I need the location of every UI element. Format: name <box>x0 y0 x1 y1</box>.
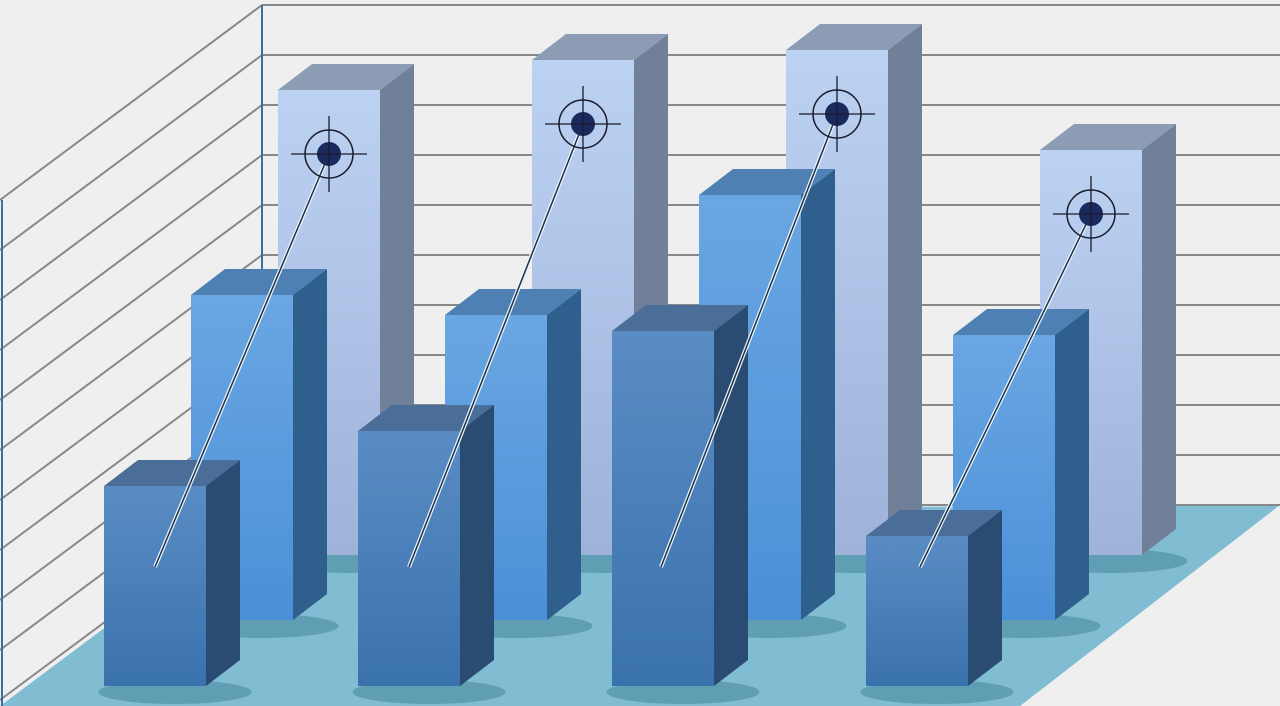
bar <box>612 331 714 686</box>
gridline-side <box>0 4 263 201</box>
bar-top <box>532 34 668 60</box>
bar-top <box>699 169 835 195</box>
bar-top <box>612 305 748 331</box>
leader-line <box>919 213 1092 568</box>
leader-line <box>408 123 584 568</box>
bar <box>358 431 460 686</box>
bar-side <box>293 269 327 620</box>
bar-side <box>206 460 240 686</box>
gridline-side <box>0 154 263 351</box>
bar <box>104 486 206 686</box>
bar-side <box>714 305 748 686</box>
bar-side <box>968 510 1002 686</box>
gridline-side <box>0 104 263 301</box>
target-marker-icon <box>1053 176 1129 252</box>
target-marker-icon <box>799 76 875 152</box>
bar-top <box>191 269 327 295</box>
target-marker-icon <box>545 86 621 162</box>
target-marker-icon <box>291 116 367 192</box>
bar-side <box>888 24 922 555</box>
bar-top <box>358 405 494 431</box>
chart-markers <box>153 76 1129 568</box>
bar-side <box>460 405 494 686</box>
gridline-side <box>0 54 263 251</box>
bar-top <box>1040 124 1176 150</box>
bar-side <box>547 289 581 620</box>
gridline-side <box>0 204 263 401</box>
bar-top <box>953 309 1089 335</box>
bar-top <box>278 64 414 90</box>
bar-top <box>104 460 240 486</box>
bar-top <box>786 24 922 50</box>
bar-side <box>801 169 835 620</box>
bar-top <box>866 510 1002 536</box>
bar-side <box>1055 309 1089 620</box>
leader-line <box>660 113 838 568</box>
bar-side <box>1142 124 1176 555</box>
leader-line <box>154 153 330 568</box>
bar <box>866 536 968 686</box>
